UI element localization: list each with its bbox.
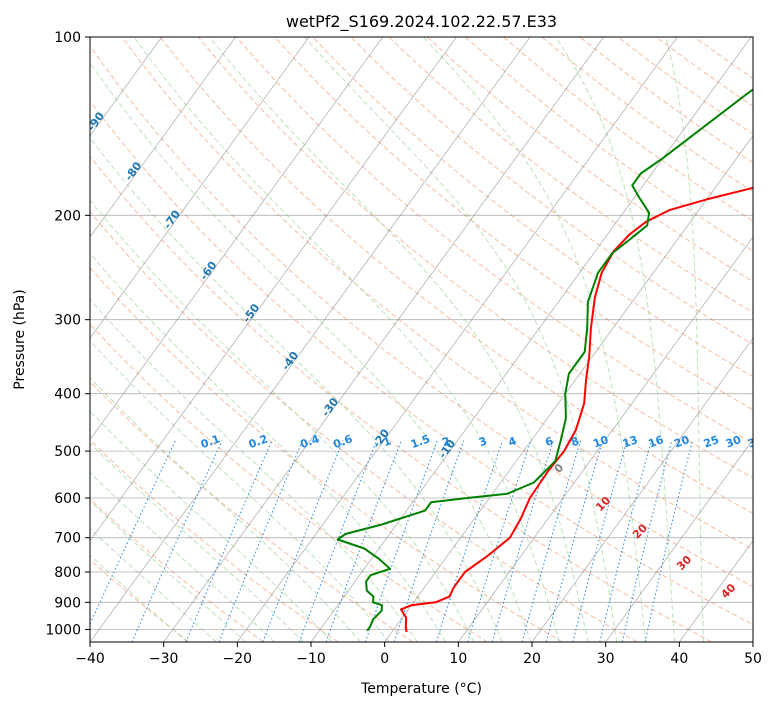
y-tick-label: 600 [54,491,81,507]
isotherm-line [753,37,775,642]
dry-adiabat-line [389,37,775,642]
mixing-ratio-label: 3 [477,434,489,449]
dry-adiabat-line [656,37,775,642]
y-tick-label: 100 [54,30,81,46]
y-tick-label: 800 [54,565,81,581]
dry-adiabat-line [465,37,775,642]
y-tick-label: 200 [54,208,81,224]
x-tick-label: −20 [223,651,253,667]
isotherm-line [164,37,604,642]
mixing-ratio-label: 0.6 [332,432,355,451]
moist-adiabat-line [0,240,332,642]
x-tick-label: −40 [75,651,105,667]
moist-adiabat-line [33,124,474,642]
x-axis-title: Temperature (°C) [360,681,482,697]
mixing-ratio-label: 0.1 [199,432,222,451]
y-tick-label: 500 [54,444,81,460]
x-tick-label: 30 [597,651,615,667]
moist-adiabat-line [556,37,675,642]
mixing-ratio-label: 0.2 [247,432,270,451]
mixing-ratio-label: 1 [381,434,393,449]
moist-adiabat-label: 30 [674,553,694,573]
x-tick-label: −30 [149,651,179,667]
isotherm-label: -100 [46,56,73,86]
isotherm-line [606,37,775,642]
chart-title: wetPf2_S169.2024.102.22.57.E33 [286,12,557,32]
isotherm-line [16,37,456,642]
isotherm-line [679,37,775,642]
x-tick-label: 0 [380,651,389,667]
mixing-ratio-line [522,441,581,642]
mixing-ratio-label: 30 [724,433,743,451]
plot-frame [90,37,753,642]
mixing-ratio-label: 4 [507,434,519,449]
x-tick-label: 40 [670,651,688,667]
dry-adiabat-line [0,37,264,642]
isotherm-label: -30 [319,395,341,419]
mixing-ratio-line [436,441,502,642]
background-lines [0,37,775,642]
isotherm-label: -60 [197,259,219,283]
mixing-ratio-label: 20 [672,433,691,451]
y-tick-label: 700 [54,531,81,547]
x-tick-label: 20 [523,651,541,667]
mixing-ratio-label: 1.5 [409,432,432,451]
mixing-ratio-label: 8 [569,434,581,449]
isotherm-line [532,37,775,642]
mixing-ratio-line [82,441,176,642]
y-tick-label: 300 [54,313,81,329]
isotherm-line [237,37,677,642]
x-tick-label: 10 [449,651,467,667]
y-axis-title: Pressure (hPa) [12,289,28,389]
y-tick-label: 900 [54,595,81,611]
isotherm-label: -90 [85,109,107,133]
x-tick-label: −10 [296,651,326,667]
moist-adiabat-line [423,37,645,642]
isotherm-line [0,37,236,642]
mixing-ratio-label: 25 [702,433,721,450]
dry-adiabat-line [504,37,775,642]
moist-adiabat-line [0,320,187,642]
dewpoint-line [338,37,775,631]
isotherm-line [385,37,775,642]
isotherm-line [90,37,530,642]
moist-adiabat-label: 10 [593,494,613,514]
mixing-ratio-label: 13 [621,433,640,450]
mixing-ratio-label: 36 [746,433,765,451]
x-tick-label: 50 [744,651,762,667]
isotherm-line [0,37,309,642]
mixing-ratio-line [622,441,671,642]
y-tick-label: 400 [54,387,81,403]
dry-adiabat-line [694,37,775,642]
isotherm-line [0,37,383,642]
mixing-ratio-line [219,441,303,642]
x-axis-ticks: −40 −30 −20 −10 0 10 20 30 40 50 [75,642,762,667]
moist-adiabat-line [0,307,217,643]
dry-adiabat-line [542,37,775,642]
mixing-ratio-line [645,441,692,642]
mixing-ratio-label: 10 [591,433,610,451]
moist-adiabat-label: 20 [630,521,650,541]
dry-adiabat-line [0,37,562,642]
isotherm-label: -80 [122,159,144,183]
isotherm-label: -50 [240,301,262,325]
mixing-ratio-line [132,441,222,642]
mixing-ratio-line [573,441,627,642]
dry-adiabat-line [351,37,775,642]
y-tick-label: 1000 [45,622,81,638]
moist-adiabat-label: 0 [552,461,567,476]
isotherm-line [311,37,751,642]
y-axis-ticks: 100 200 300 400 500 600 700 800 900 1000 [45,30,90,638]
dry-adiabat-line [618,37,775,642]
mixing-ratio-label: 16 [647,433,666,451]
dry-adiabat-line [0,37,488,642]
